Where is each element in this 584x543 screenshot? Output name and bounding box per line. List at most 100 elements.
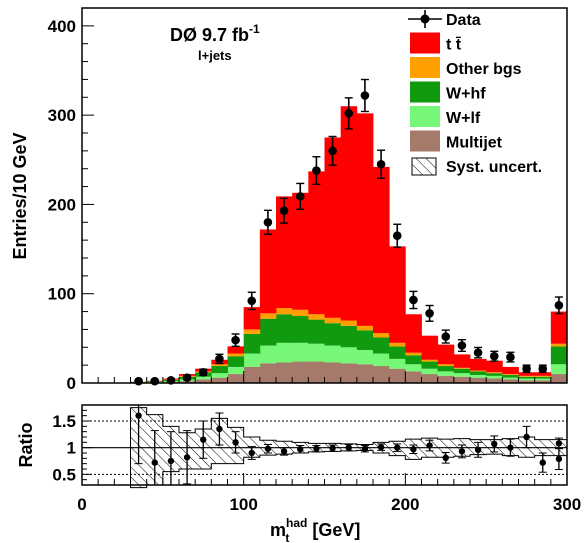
stack-bar bbox=[356, 330, 374, 350]
data-point bbox=[425, 309, 434, 318]
x-axis-title-unit: [GeV] bbox=[307, 520, 360, 540]
data-point bbox=[457, 341, 467, 350]
data-point bbox=[247, 296, 257, 306]
data-point bbox=[473, 348, 483, 357]
x-tick-label: 200 bbox=[391, 495, 419, 514]
y-tick-label: 300 bbox=[48, 106, 76, 125]
ratio-point bbox=[248, 449, 255, 457]
stack-bar bbox=[453, 368, 471, 374]
stack-bar bbox=[227, 366, 245, 375]
stack-bar bbox=[324, 345, 342, 363]
data-point bbox=[538, 364, 548, 374]
stack-bar bbox=[405, 314, 422, 353]
legend-swatch bbox=[410, 32, 440, 54]
stack-bar bbox=[243, 366, 261, 383]
ratio-point bbox=[216, 425, 223, 433]
stack-bar bbox=[421, 361, 439, 369]
stack-bar bbox=[550, 343, 568, 347]
stack-bar bbox=[243, 353, 261, 367]
stack-bar bbox=[243, 329, 261, 334]
stack-bar bbox=[486, 373, 503, 376]
stack-bar bbox=[340, 325, 358, 348]
stack-bar bbox=[486, 375, 503, 379]
stack-bar bbox=[502, 374, 519, 375]
stack-bar bbox=[405, 352, 422, 356]
stack-bar bbox=[486, 360, 503, 373]
stack-bar bbox=[227, 353, 245, 357]
stack-bar bbox=[259, 363, 277, 383]
ratio-point bbox=[345, 444, 352, 451]
legend-label: Multijet bbox=[446, 135, 503, 152]
series-multijet bbox=[130, 361, 568, 383]
ratio-panel: 0.5 1 1.5 Ratio 0 100 200 300 mhad t [GeV] bbox=[16, 404, 581, 543]
ratio-point bbox=[442, 454, 449, 461]
stacked-histogram bbox=[130, 106, 568, 383]
data-point bbox=[312, 166, 321, 175]
stack-bar bbox=[518, 376, 536, 379]
ratio-point bbox=[264, 445, 272, 452]
main-panel: 0 100 200 300 400 Entries/10 GeV DØ 9.7 fb-1… bbox=[10, 7, 568, 485]
legend-label: Data bbox=[446, 12, 481, 29]
data-point bbox=[441, 332, 451, 341]
ratio-y-tick-label: 1.5 bbox=[52, 412, 76, 431]
y-axis-title: Entries/10 GeV bbox=[10, 132, 30, 259]
stack-bar bbox=[453, 354, 471, 368]
experiment-label: DØ 9.7 fb-1 l+jets bbox=[170, 22, 260, 63]
x-axis-title-symbol: m bbox=[270, 520, 286, 540]
stack-bar bbox=[421, 374, 439, 383]
ratio-point bbox=[183, 454, 191, 461]
stack-bar bbox=[308, 171, 325, 315]
stack-bar bbox=[227, 346, 245, 354]
stack-bar bbox=[453, 376, 471, 383]
legend-entry: t t̄ bbox=[410, 32, 462, 54]
stack-bar bbox=[340, 106, 358, 321]
y-tick-label: 0 bbox=[67, 374, 76, 393]
ratio-point bbox=[200, 436, 207, 443]
ratio-point bbox=[280, 448, 288, 455]
stack-bar bbox=[308, 361, 325, 383]
stack-bar bbox=[421, 368, 439, 375]
stack-bar bbox=[486, 378, 503, 383]
x-axis-title-superscript: had bbox=[286, 516, 307, 530]
stack-bar bbox=[518, 378, 536, 381]
legend-swatch bbox=[410, 57, 440, 78]
legend-entry: Syst. uncert. bbox=[411, 157, 542, 176]
ratio-y-tick-label: 1 bbox=[67, 439, 76, 458]
main-axis-ticks bbox=[81, 7, 568, 485]
stack-bar bbox=[179, 381, 196, 383]
stack-bar bbox=[373, 333, 390, 338]
stack-bar bbox=[211, 364, 228, 367]
stack-bar bbox=[502, 366, 519, 375]
ratio-reference-lines bbox=[82, 420, 567, 475]
stack-bar bbox=[324, 317, 342, 324]
ratio-point bbox=[232, 439, 239, 446]
legend-swatch bbox=[410, 130, 440, 152]
data-point bbox=[360, 91, 370, 100]
data-point bbox=[279, 206, 289, 215]
ratio-point bbox=[151, 459, 158, 466]
stack-bar bbox=[356, 325, 374, 331]
data-point bbox=[409, 295, 418, 305]
stack-bar bbox=[453, 367, 471, 369]
ratio-axis-ticks bbox=[82, 409, 92, 481]
stack-bar bbox=[211, 377, 228, 383]
data-point bbox=[328, 146, 337, 156]
stack-bar bbox=[259, 345, 277, 364]
stack-bar bbox=[518, 375, 536, 377]
stack-bar bbox=[534, 375, 552, 377]
stack-bar bbox=[340, 363, 358, 383]
ratio-point bbox=[426, 442, 433, 449]
ratio-point bbox=[458, 448, 466, 455]
stack-bar bbox=[389, 368, 406, 383]
ratio-y-tick-labels: 0.5 1 1.5 bbox=[52, 412, 76, 484]
x-tick-labels: 0 100 200 300 bbox=[77, 495, 581, 514]
stack-bar bbox=[340, 347, 358, 364]
x-tick-label: 300 bbox=[553, 495, 581, 514]
ratio-y-tick-label: 0.5 bbox=[52, 465, 76, 484]
stack-bar bbox=[324, 137, 342, 318]
data-point bbox=[182, 373, 192, 382]
stack-bar bbox=[243, 333, 261, 354]
ratio-point bbox=[474, 446, 482, 453]
stack-bar bbox=[502, 379, 519, 383]
ratio-point bbox=[313, 445, 320, 452]
